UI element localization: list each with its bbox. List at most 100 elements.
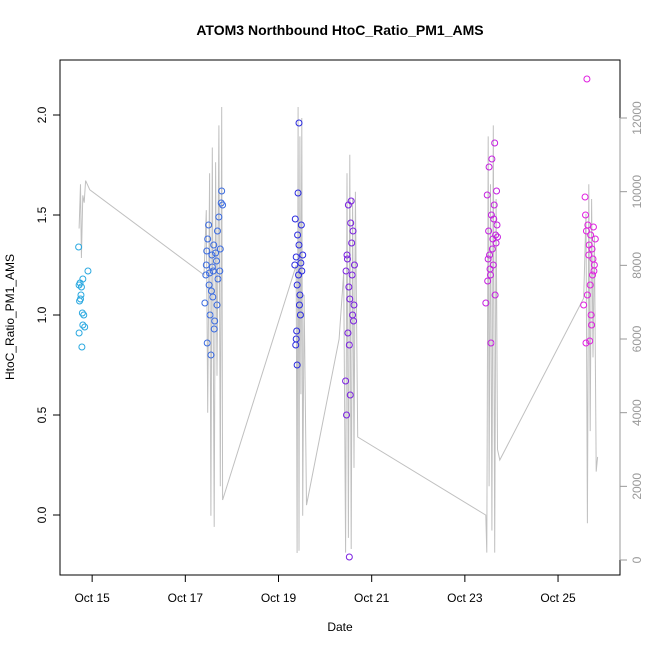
point: [344, 329, 352, 337]
point: [293, 281, 301, 289]
x-tick-label: Oct 23: [447, 591, 483, 605]
point: [343, 255, 351, 263]
point: [213, 257, 221, 265]
point: [211, 317, 219, 325]
point: [76, 297, 84, 305]
point: [203, 339, 211, 347]
point: [350, 261, 358, 269]
chart-title: ATOM3 Northbound HtoC_Ratio_PM1_AMS: [196, 22, 483, 38]
y2-tick-label: 6000: [630, 325, 644, 352]
point: [492, 231, 500, 239]
point: [216, 267, 224, 275]
point: [590, 267, 598, 275]
y2-tick-label: 12000: [630, 101, 644, 135]
point: [77, 283, 85, 291]
point: [78, 343, 86, 351]
x-axis-label: Date: [327, 620, 353, 634]
point: [349, 311, 357, 319]
point: [492, 239, 500, 247]
point: [491, 291, 499, 299]
point: [79, 275, 87, 283]
point: [79, 321, 87, 329]
point: [293, 327, 301, 335]
y-axis-label: HtoC_Ratio_PM1_AMS: [3, 254, 17, 380]
y2-tick-label: 0: [630, 556, 644, 563]
point: [487, 339, 495, 347]
point: [346, 295, 354, 303]
point: [486, 251, 494, 259]
point: [213, 301, 221, 309]
point: [589, 223, 597, 231]
point: [582, 227, 590, 235]
point: [201, 299, 209, 307]
x-tick-label: Oct 21: [354, 591, 390, 605]
point: [202, 271, 210, 279]
point: [589, 255, 597, 263]
point: [585, 251, 593, 259]
point: [591, 235, 599, 243]
point: [208, 251, 216, 259]
point: [488, 245, 496, 253]
point: [583, 75, 591, 83]
point: [205, 281, 213, 289]
point: [587, 311, 595, 319]
point: [589, 271, 597, 279]
point: [348, 239, 356, 247]
point: [588, 245, 596, 253]
point: [77, 291, 85, 299]
point: [81, 323, 89, 331]
point: [485, 163, 493, 171]
point: [214, 275, 222, 283]
point: [297, 259, 305, 267]
point: [486, 271, 494, 279]
point: [208, 263, 216, 271]
point: [490, 201, 498, 209]
point: [75, 329, 83, 337]
point: [213, 227, 221, 235]
y-tick-label: 2.0: [35, 106, 49, 123]
point: [588, 321, 596, 329]
point: [207, 351, 215, 359]
point: [209, 267, 217, 275]
point: [292, 335, 300, 343]
point: [295, 301, 303, 309]
point: [493, 187, 501, 195]
point: [483, 191, 491, 199]
point: [484, 277, 492, 285]
point: [582, 211, 590, 219]
x-tick-label: Oct 17: [168, 591, 204, 605]
point: [343, 251, 351, 259]
point: [348, 271, 356, 279]
point: [75, 243, 83, 251]
point: [489, 261, 497, 269]
point: [342, 267, 350, 275]
y-tick-label: 1.0: [35, 306, 49, 323]
y2-tick-label: 10000: [630, 175, 644, 209]
point: [295, 271, 303, 279]
point: [342, 377, 350, 385]
point: [206, 311, 214, 319]
point: [293, 361, 301, 369]
point: [207, 287, 215, 295]
point: [586, 281, 594, 289]
point: [295, 241, 303, 249]
point: [296, 311, 304, 319]
point: [346, 391, 354, 399]
point: [294, 189, 302, 197]
point: [218, 187, 226, 195]
point: [296, 291, 304, 299]
point: [80, 311, 88, 319]
point: [582, 339, 590, 347]
point: [219, 201, 227, 209]
point: [583, 291, 591, 299]
line-series: [78, 106, 599, 554]
y2-tick-label: 4000: [630, 399, 644, 426]
point: [488, 155, 496, 163]
x-tick-label: Oct 15: [74, 591, 110, 605]
point: [350, 301, 358, 309]
point: [212, 249, 220, 257]
point: [294, 231, 302, 239]
y-tick-label: 0.5: [35, 406, 49, 423]
point: [204, 235, 212, 243]
